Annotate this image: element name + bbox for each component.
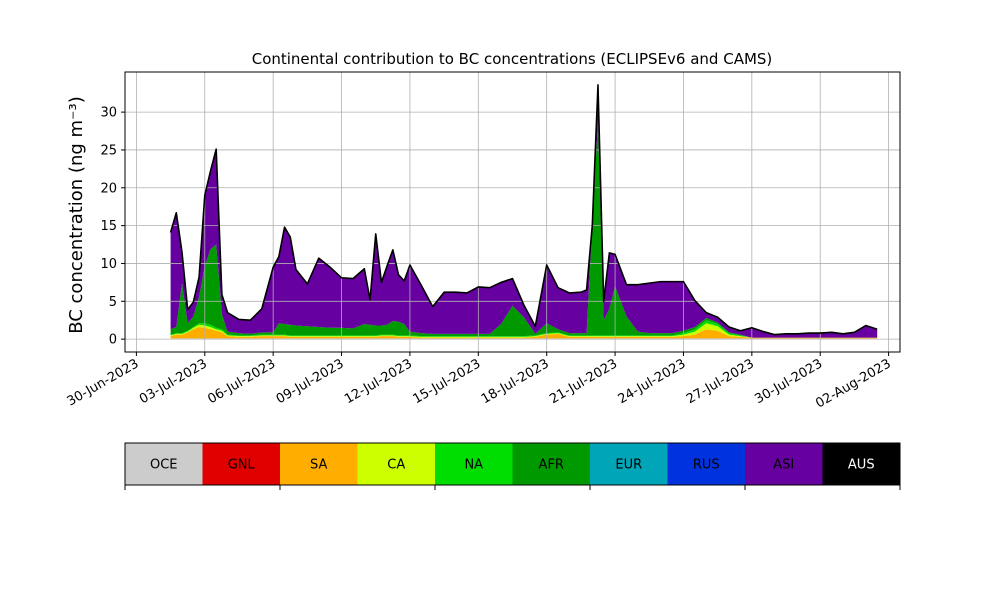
legend-swatch-sa (280, 443, 358, 485)
legend-swatch-oce (125, 443, 203, 485)
gridlines (125, 72, 900, 352)
y-tick-label: 30 (100, 106, 117, 121)
legend-label-eur: EUR (615, 458, 642, 473)
legend-label-sa: SA (310, 458, 327, 473)
legend-frame (124, 442, 901, 486)
legend-swatch-na (435, 443, 513, 485)
legend-swatch-aus (822, 443, 901, 485)
total-outline (169, 84, 878, 336)
legend-swatch-asi (745, 443, 823, 485)
legend-label-oce: OCE (150, 458, 178, 473)
legend-label-ca: CA (387, 458, 405, 473)
y-tick-label: 5 (109, 295, 117, 310)
legend-label-aus: AUS (848, 458, 875, 473)
plot-frame (124, 71, 901, 353)
total-line (169, 84, 878, 336)
legend-swatch-eur (590, 443, 668, 485)
y-tick-label: 0 (109, 333, 117, 348)
legend-label-gnl: GNL (228, 458, 256, 473)
legend-label-afr: AFR (539, 458, 564, 473)
y-axis-label: BC concentration (ng m⁻³) (66, 96, 87, 334)
y-tick-label: 10 (100, 257, 117, 272)
y-tick-label: 20 (100, 181, 117, 196)
legend-swatch-afr (512, 443, 591, 485)
legend-swatch-gnl (202, 443, 281, 485)
legend-swatch-ca (357, 443, 436, 485)
area-series-na (170, 320, 878, 338)
legend-swatch-rus (667, 443, 746, 485)
legend-colorbar: OCE GNL SA CA NA AFR EUR RUS ASI AUS (124, 442, 901, 490)
area-series-sa (170, 327, 878, 339)
y-axis-ticks: 0 5 10 15 20 25 30 (100, 106, 125, 348)
legend-label-rus: RUS (693, 458, 720, 473)
legend-label-asi: ASI (773, 458, 794, 473)
area-series-ca (170, 323, 878, 338)
y-tick-label: 25 (100, 143, 117, 158)
y-tick-label: 15 (100, 219, 117, 234)
legend-label-na: NA (464, 458, 483, 473)
chart-title: Continental contribution to BC concentra… (252, 50, 773, 68)
